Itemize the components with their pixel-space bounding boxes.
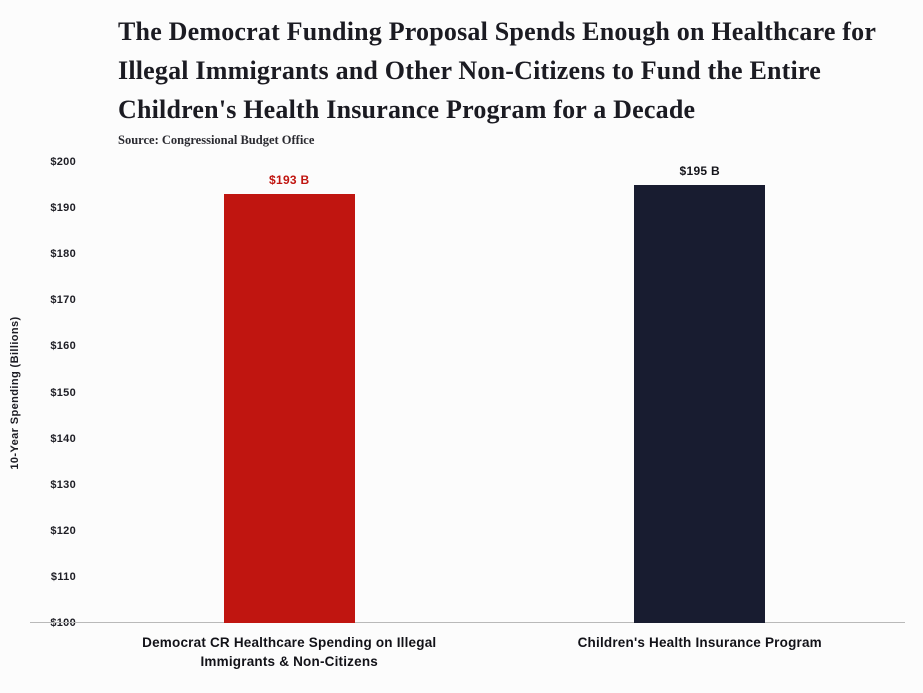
y-axis-ticks: $200 $190 $180 $170 $160 $150 $140 $130 $120 $110… xyxy=(30,156,84,629)
chart-source: Source: Congressional Budget Office xyxy=(118,133,315,147)
bar-value-label-2: $195 B xyxy=(679,164,720,179)
y-axis-title: 10-Year Spending (Billions) xyxy=(0,162,30,623)
y-tick-label: $190 xyxy=(50,202,76,215)
y-tick-label: $170 xyxy=(50,294,76,307)
chart-title: The Democrat Funding Proposal Spends Eno… xyxy=(118,17,876,124)
y-tick-label: $160 xyxy=(50,340,76,353)
chart-body: 10-Year Spending (Billions) $200 $190 $180… xyxy=(0,156,923,629)
y-tick-label: $180 xyxy=(50,248,76,261)
y-axis-title-text: 10-Year Spending (Billions) xyxy=(9,315,21,470)
bar-value-label-1: $193 B xyxy=(269,173,310,188)
category-label-2: Children's Health Insurance Program xyxy=(577,635,822,650)
category-label-1: Democrat CR Healthcare Spending on Illeg… xyxy=(142,635,437,669)
y-tick-label: $150 xyxy=(50,386,76,399)
chart-header: The Democrat Funding Proposal Spends Eno… xyxy=(0,0,923,148)
plot-area: $193 B $195 B xyxy=(30,162,905,623)
y-tick-label: $100 xyxy=(50,617,76,629)
y-tick-label: $140 xyxy=(50,432,76,445)
bar-1 xyxy=(223,194,355,623)
x-axis-labels: Democrat CR Healthcare Spending on Illeg… xyxy=(84,633,905,671)
x-axis-line xyxy=(30,622,905,623)
y-tick-label: $130 xyxy=(50,478,76,491)
y-tick-label: $110 xyxy=(50,570,76,583)
y-tick-label: $200 xyxy=(50,156,76,168)
y-tick-label: $120 xyxy=(50,524,76,537)
bar-2 xyxy=(634,185,766,623)
